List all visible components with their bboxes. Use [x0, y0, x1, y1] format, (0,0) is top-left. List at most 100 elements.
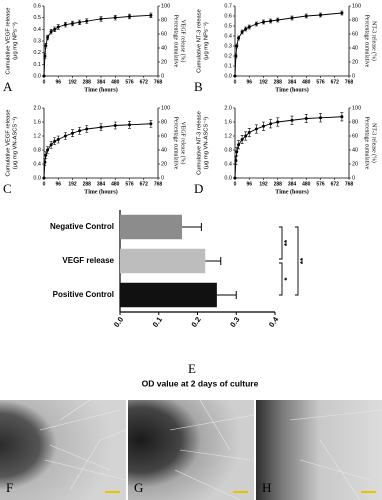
point	[46, 148, 50, 152]
point	[85, 19, 89, 23]
point	[244, 134, 248, 138]
point	[99, 17, 103, 21]
y-tick-label: 1.2	[224, 133, 232, 139]
line	[43, 123, 151, 179]
x-tick-label: 672	[331, 79, 340, 85]
x-tick-label: 384	[288, 79, 297, 85]
point	[240, 30, 244, 34]
point	[71, 131, 74, 135]
point	[113, 124, 117, 127]
y-tick-label: 0.2	[33, 50, 41, 56]
y2-axis-label: Percentage cumulative	[364, 117, 370, 170]
point	[340, 115, 344, 119]
y-tick-label: Negative Control	[50, 222, 114, 231]
y2-tick-label: 80	[161, 17, 167, 23]
point	[235, 44, 239, 48]
point	[234, 54, 238, 58]
point	[234, 159, 238, 162]
x-axis-label: OD value at 2 days of culture	[142, 378, 259, 388]
y2-tick-label: 0	[352, 73, 355, 79]
y2-axis-label: Percentage cumulative	[364, 15, 370, 68]
point	[269, 19, 273, 23]
x-tick-label: 192	[68, 79, 77, 85]
x-tick-label: 480	[111, 79, 120, 85]
x-tick-label: 672	[331, 181, 340, 187]
point	[262, 20, 265, 24]
y2-tick-label: 80	[352, 17, 358, 23]
x-tick-label: 576	[125, 181, 134, 187]
y2-axis-label: NT-3 release (%)	[371, 123, 378, 163]
y-axis-label: Cumulative VEGF release	[6, 109, 12, 176]
x-tick-label: 576	[316, 79, 325, 85]
micrograph	[256, 400, 382, 500]
y-tick-label: 0.0	[224, 175, 232, 181]
point	[262, 124, 265, 128]
y-axis-label: (μg mg NPs⁻¹)	[204, 22, 210, 60]
y2-tick-label: 40	[161, 147, 167, 153]
significance-label: **	[283, 239, 292, 246]
y2-tick-label: 100	[161, 105, 170, 111]
point	[304, 14, 308, 18]
x-tick-label: 768	[345, 181, 354, 187]
x-tick-label: 768	[345, 79, 354, 85]
significance-bracket	[279, 226, 283, 260]
x-tick-label: 0	[43, 181, 46, 187]
y-tick-label: 0.4	[224, 33, 232, 39]
y-tick-label: 0.6	[33, 3, 41, 9]
point	[233, 176, 237, 180]
y-tick-label: 0.5	[33, 15, 41, 21]
point	[235, 150, 239, 154]
x-tick-label: 0.4	[267, 314, 281, 328]
y-axis-label: (μg mg VN-ASCS⁻¹)	[13, 117, 19, 170]
x-axis-label: Time (hours)	[275, 188, 308, 195]
point	[46, 36, 50, 39]
x-axis-label: Time (hours)	[84, 188, 117, 195]
y2-tick-label: 60	[161, 31, 167, 37]
point	[304, 117, 308, 120]
y-tick-label: 2.0	[224, 105, 232, 111]
bar	[120, 282, 217, 308]
significance-bracket	[295, 226, 299, 296]
x-axis-label: Time (hours)	[275, 86, 308, 93]
y2-tick-label: 0	[161, 73, 164, 79]
panel-label: C	[3, 181, 12, 196]
significance-bracket	[279, 262, 283, 296]
x-tick-label: 768	[154, 79, 163, 85]
x-tick-label: 480	[302, 79, 311, 85]
panel-label: F	[6, 480, 13, 495]
point	[290, 118, 294, 122]
point	[240, 138, 244, 141]
x-tick-label: 384	[97, 79, 106, 85]
significance-label: *	[283, 277, 292, 281]
line	[43, 14, 151, 77]
x-tick-label: 576	[125, 79, 134, 85]
x-axis-label: Time (hours)	[84, 86, 117, 93]
y-tick-label: 0.0	[33, 175, 41, 181]
point	[42, 176, 46, 180]
point	[49, 30, 53, 34]
point	[319, 13, 322, 17]
y2-axis-label: VEGF release (%)	[180, 122, 187, 165]
point	[63, 23, 67, 27]
point	[149, 13, 153, 17]
y-axis-label: Cumulative NT-3 release	[197, 9, 203, 73]
y2-tick-label: 80	[352, 119, 358, 125]
y2-tick-label: 60	[161, 133, 167, 139]
y2-tick-label: 100	[352, 105, 361, 111]
point	[44, 153, 48, 157]
y-tick-label: 0.8	[33, 147, 41, 153]
point	[247, 25, 251, 29]
error-bar	[205, 257, 222, 265]
panel-label: B	[194, 79, 203, 94]
point	[43, 54, 47, 58]
error-bar	[182, 223, 202, 231]
y-tick-label: 0.0	[33, 73, 41, 79]
x-tick-label: 96	[246, 79, 252, 85]
point	[99, 125, 103, 129]
x-tick-label: 288	[274, 181, 283, 187]
x-tick-label: 288	[83, 181, 92, 187]
point	[254, 127, 258, 131]
y-tick-label: Positive Control	[53, 290, 114, 299]
point	[340, 11, 344, 15]
